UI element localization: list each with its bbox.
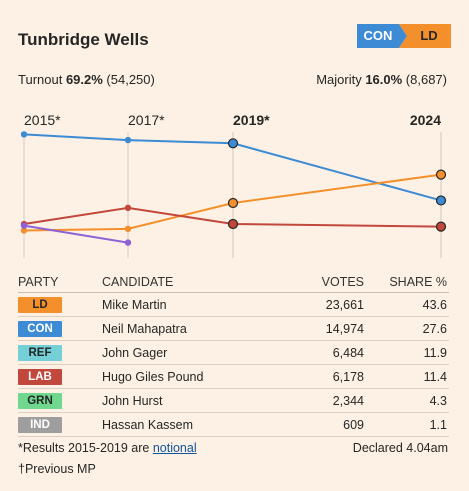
party-cell: LD xyxy=(18,292,102,317)
candidate-name: Hugo Giles Pound xyxy=(102,364,282,389)
result-row: LAB Hugo Giles Pound 6,178 11.4 xyxy=(18,364,449,389)
party-badge: IND xyxy=(18,416,62,433)
data-point xyxy=(227,197,239,209)
party-badge: CON xyxy=(18,320,62,337)
data-point xyxy=(435,221,447,232)
candidate-name: John Gager xyxy=(102,340,282,365)
series-line xyxy=(23,206,442,228)
party-cell: REF xyxy=(18,340,102,365)
turnout-percent: 69.2% xyxy=(65,72,103,87)
candidate-name: Hassan Kassem xyxy=(102,412,282,437)
result-row: GRN John Hurst 2,344 4.3 xyxy=(18,388,449,413)
data-point xyxy=(435,195,447,206)
turnout-label: Turnout xyxy=(18,72,66,87)
x-tick-label: 2019* xyxy=(233,112,270,128)
turnout-count: (54,250) xyxy=(102,72,155,87)
header-party: PARTY xyxy=(18,272,102,293)
result-row: LD Mike Martin 23,661 43.6 xyxy=(18,292,449,317)
result-row: CON Neil Mahapatra 14,974 27.6 xyxy=(18,316,449,341)
turnout-stat: Turnout 69.2% (54,250) xyxy=(18,72,155,87)
party-badge: REF xyxy=(18,344,62,361)
series-line xyxy=(23,224,129,244)
data-point xyxy=(435,169,447,180)
candidate-name: Neil Mahapatra xyxy=(102,316,282,341)
party-cell: LAB xyxy=(18,364,102,389)
results-header-row: PARTY CANDIDATE VOTES SHARE % xyxy=(18,272,449,293)
x-tick-label: 2024 xyxy=(410,112,441,128)
party-badge: LD xyxy=(18,296,62,313)
declared-time: Declared 4.04am xyxy=(352,441,448,455)
notional-note: *Results 2015-2019 are notional xyxy=(18,441,197,455)
votes-value: 6,178 xyxy=(282,364,364,389)
majority-label: Majority xyxy=(316,72,366,87)
share-value: 11.9 xyxy=(364,340,449,365)
constituency-title: Tunbridge Wells xyxy=(18,30,149,49)
majority-percent: 16.0% xyxy=(365,72,403,87)
header-candidate: CANDIDATE xyxy=(102,272,282,293)
party-badge: GRN xyxy=(18,392,62,409)
votes-value: 23,661 xyxy=(282,292,364,317)
result-badge-shape xyxy=(357,24,451,48)
header-votes: VOTES xyxy=(282,272,364,293)
data-point xyxy=(124,239,132,246)
vote-share-chart: 2015* 2017* 2019* 2024 xyxy=(20,112,447,258)
party-cell: IND xyxy=(18,412,102,437)
votes-value: 609 xyxy=(282,412,364,437)
votes-value: 2,344 xyxy=(282,388,364,413)
majority-stat: Majority 16.0% (8,687) xyxy=(316,72,447,87)
data-point xyxy=(227,218,239,230)
data-point xyxy=(124,136,132,144)
badge-to-shape xyxy=(399,24,451,48)
notional-note-text: *Results 2015-2019 are xyxy=(18,441,153,455)
series-line xyxy=(23,133,442,202)
candidate-name: Mike Martin xyxy=(102,292,282,317)
share-value: 43.6 xyxy=(364,292,449,317)
share-value: 4.3 xyxy=(364,388,449,413)
party-cell: CON xyxy=(18,316,102,341)
x-tick-label: 2015* xyxy=(24,112,61,128)
data-point xyxy=(20,227,28,234)
results-table: PARTY CANDIDATE VOTES SHARE % LD Mike Mar… xyxy=(18,272,449,437)
previous-mp-note: †Previous MP xyxy=(18,462,96,476)
data-point xyxy=(124,225,132,233)
result-badge: CON LD xyxy=(357,24,451,48)
share-value: 11.4 xyxy=(364,364,449,389)
share-value: 1.1 xyxy=(364,412,449,437)
data-point xyxy=(124,204,132,212)
badge-to-label: LD xyxy=(420,28,438,43)
result-row: IND Hassan Kassem 609 1.1 xyxy=(18,412,449,437)
party-badge: LAB xyxy=(18,368,62,385)
data-point xyxy=(20,222,28,229)
x-tick-label: 2017* xyxy=(128,112,165,128)
header-share: SHARE % xyxy=(364,272,449,293)
data-point xyxy=(20,131,28,138)
candidate-name: John Hurst xyxy=(102,388,282,413)
result-row: REF John Gager 6,484 11.9 xyxy=(18,340,449,365)
majority-count: (8,687) xyxy=(402,72,447,87)
notional-link[interactable]: notional xyxy=(152,441,197,455)
data-point xyxy=(227,138,239,149)
party-cell: GRN xyxy=(18,388,102,413)
badge-from-shape xyxy=(357,24,407,48)
share-value: 27.6 xyxy=(364,316,449,341)
votes-value: 6,484 xyxy=(282,340,364,365)
badge-from-label: CON xyxy=(363,28,393,43)
votes-value: 14,974 xyxy=(282,316,364,341)
